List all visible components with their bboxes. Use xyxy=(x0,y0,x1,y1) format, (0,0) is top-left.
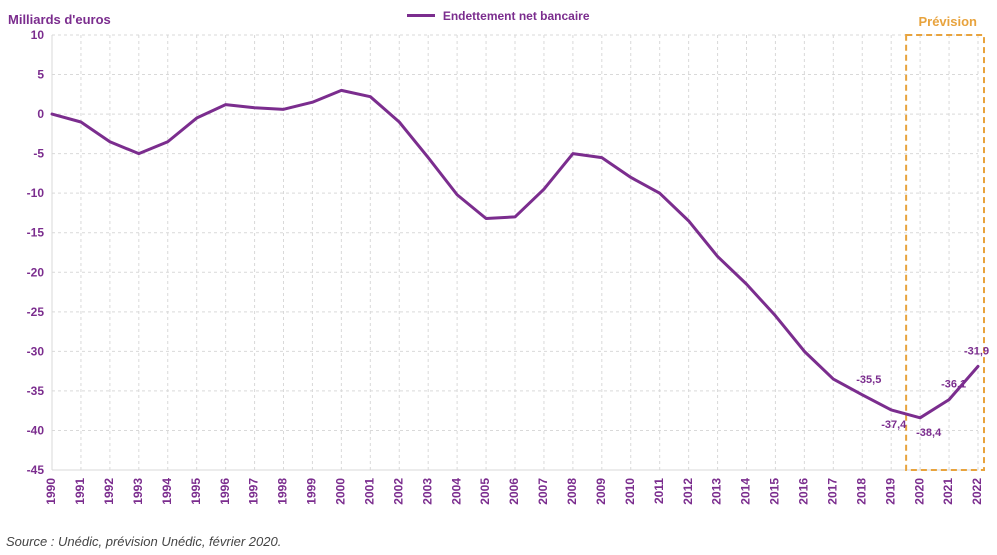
svg-text:-5: -5 xyxy=(33,147,44,161)
svg-text:1994: 1994 xyxy=(160,478,174,505)
svg-text:-37,4: -37,4 xyxy=(881,419,907,431)
svg-text:1999: 1999 xyxy=(305,478,319,505)
svg-text:-40: -40 xyxy=(27,423,45,437)
line-chart: -45 -40 -35 -30 -25 -20 -15 -10 -5 0 5 10 1990 1991 19… xyxy=(0,0,997,555)
svg-text:-20: -20 xyxy=(27,265,45,279)
svg-text:2019: 2019 xyxy=(883,478,897,505)
svg-text:2010: 2010 xyxy=(623,478,637,505)
svg-text:2016: 2016 xyxy=(797,478,811,505)
svg-text:2018: 2018 xyxy=(854,478,868,505)
svg-text:2021: 2021 xyxy=(941,478,955,505)
svg-text:2022: 2022 xyxy=(970,478,984,505)
svg-text:2014: 2014 xyxy=(739,478,753,505)
svg-text:2000: 2000 xyxy=(334,478,348,505)
svg-text:0: 0 xyxy=(37,107,44,121)
svg-text:-15: -15 xyxy=(27,226,45,240)
svg-text:2005: 2005 xyxy=(478,478,492,505)
chart-container: { "chart": { "type": "line", "width": 99… xyxy=(0,0,997,555)
svg-text:5: 5 xyxy=(37,68,44,82)
svg-text:2017: 2017 xyxy=(825,478,839,505)
svg-text:-25: -25 xyxy=(27,305,45,319)
svg-text:2002: 2002 xyxy=(391,478,405,505)
svg-text:2003: 2003 xyxy=(420,478,434,505)
svg-text:1993: 1993 xyxy=(131,478,145,505)
svg-text:-35: -35 xyxy=(27,384,45,398)
svg-text:2009: 2009 xyxy=(594,478,608,505)
svg-text:2013: 2013 xyxy=(710,478,724,505)
svg-text:-10: -10 xyxy=(27,186,45,200)
svg-text:2001: 2001 xyxy=(362,478,376,505)
source-text: Source : Unédic, prévision Unédic, févri… xyxy=(6,534,281,549)
svg-text:2008: 2008 xyxy=(565,478,579,505)
svg-text:2012: 2012 xyxy=(681,478,695,505)
svg-text:-36,1: -36,1 xyxy=(941,379,966,391)
svg-text:2015: 2015 xyxy=(768,478,782,505)
svg-text:2007: 2007 xyxy=(536,478,550,505)
svg-text:-38,4: -38,4 xyxy=(916,427,942,439)
svg-text:1996: 1996 xyxy=(218,478,232,505)
svg-text:1997: 1997 xyxy=(247,478,261,505)
svg-text:1998: 1998 xyxy=(276,478,290,505)
svg-text:1991: 1991 xyxy=(73,478,87,505)
svg-text:-30: -30 xyxy=(27,344,45,358)
svg-text:1992: 1992 xyxy=(102,478,116,505)
svg-text:1995: 1995 xyxy=(189,478,203,505)
svg-text:2004: 2004 xyxy=(449,478,463,505)
svg-text:1990: 1990 xyxy=(44,478,58,505)
svg-text:10: 10 xyxy=(31,28,45,42)
svg-text:-35,5: -35,5 xyxy=(856,374,881,386)
svg-text:-45: -45 xyxy=(27,463,45,477)
svg-text:2006: 2006 xyxy=(507,478,521,505)
svg-text:2011: 2011 xyxy=(652,478,666,504)
svg-text:-31,9: -31,9 xyxy=(964,345,989,357)
svg-text:2020: 2020 xyxy=(912,478,926,505)
